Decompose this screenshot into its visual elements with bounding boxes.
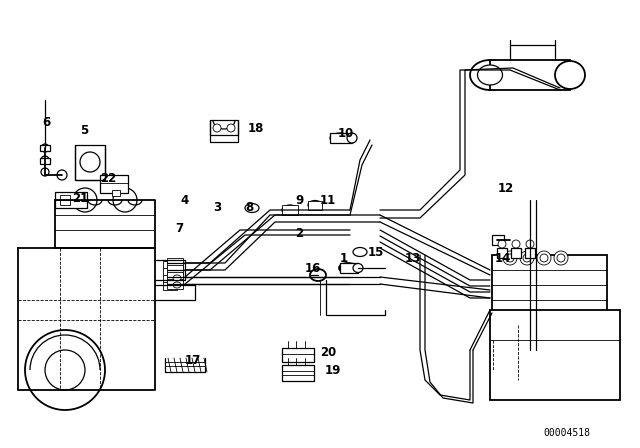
- Ellipse shape: [282, 205, 298, 215]
- Ellipse shape: [339, 263, 357, 273]
- Text: 00004518: 00004518: [543, 428, 590, 438]
- Text: 15: 15: [368, 246, 385, 258]
- Ellipse shape: [353, 247, 367, 257]
- Circle shape: [113, 188, 137, 212]
- Text: 10: 10: [338, 126, 355, 139]
- Circle shape: [25, 330, 105, 410]
- Ellipse shape: [347, 133, 357, 143]
- Ellipse shape: [515, 320, 595, 390]
- Bar: [210, 120, 238, 142]
- Bar: [308, 201, 322, 210]
- Ellipse shape: [477, 65, 502, 85]
- Text: 7: 7: [175, 221, 183, 234]
- Bar: [525, 248, 535, 258]
- Text: 13: 13: [405, 251, 421, 264]
- Bar: [55, 192, 87, 208]
- Text: 11: 11: [320, 194, 336, 207]
- Text: 18: 18: [248, 121, 264, 134]
- Text: 8: 8: [245, 201, 253, 214]
- Ellipse shape: [173, 275, 181, 281]
- Bar: [497, 248, 507, 258]
- Text: 17: 17: [185, 353, 201, 366]
- Bar: [490, 310, 620, 400]
- Bar: [163, 275, 177, 283]
- Circle shape: [57, 170, 67, 180]
- Text: 22: 22: [100, 172, 116, 185]
- Circle shape: [540, 254, 548, 262]
- Circle shape: [73, 188, 97, 212]
- Text: 6: 6: [42, 116, 51, 129]
- Circle shape: [213, 124, 221, 132]
- Circle shape: [45, 350, 85, 390]
- Bar: [492, 235, 504, 245]
- Circle shape: [498, 240, 506, 248]
- Text: 14: 14: [495, 251, 511, 264]
- Ellipse shape: [522, 326, 588, 384]
- Circle shape: [80, 152, 100, 172]
- Ellipse shape: [555, 61, 585, 89]
- Text: 21: 21: [72, 191, 88, 204]
- Circle shape: [526, 240, 534, 248]
- Circle shape: [41, 168, 49, 176]
- Bar: [163, 268, 177, 276]
- Bar: [330, 133, 352, 143]
- Text: 3: 3: [213, 201, 221, 214]
- Bar: [163, 261, 177, 269]
- Bar: [282, 365, 314, 381]
- Ellipse shape: [310, 269, 326, 281]
- Bar: [340, 263, 358, 273]
- Bar: [492, 255, 607, 320]
- Circle shape: [520, 251, 534, 265]
- Circle shape: [41, 144, 49, 152]
- Bar: [167, 272, 183, 282]
- Bar: [40, 158, 50, 164]
- Circle shape: [227, 124, 235, 132]
- Text: 1: 1: [340, 251, 348, 264]
- Circle shape: [512, 240, 520, 248]
- Text: 16: 16: [305, 262, 321, 275]
- Bar: [282, 205, 298, 215]
- Bar: [100, 175, 128, 193]
- Ellipse shape: [308, 201, 322, 210]
- Circle shape: [41, 156, 49, 164]
- Ellipse shape: [330, 133, 350, 143]
- Bar: [511, 248, 521, 258]
- Circle shape: [557, 254, 565, 262]
- Bar: [112, 190, 120, 196]
- Circle shape: [506, 254, 514, 262]
- Bar: [167, 258, 183, 268]
- Text: 9: 9: [295, 194, 303, 207]
- Bar: [490, 60, 570, 90]
- Text: 12: 12: [498, 181, 515, 194]
- Text: 20: 20: [320, 345, 336, 358]
- Circle shape: [537, 251, 551, 265]
- Circle shape: [523, 254, 531, 262]
- Ellipse shape: [353, 263, 363, 272]
- Bar: [167, 265, 183, 275]
- Text: 2: 2: [295, 227, 303, 240]
- Circle shape: [503, 251, 517, 265]
- Bar: [40, 145, 50, 151]
- Bar: [163, 282, 177, 290]
- Text: 19: 19: [325, 363, 341, 376]
- Text: 4: 4: [180, 194, 188, 207]
- Bar: [60, 195, 70, 205]
- Ellipse shape: [173, 282, 181, 288]
- Bar: [167, 279, 183, 289]
- Ellipse shape: [245, 203, 259, 212]
- Bar: [282, 348, 314, 362]
- Bar: [75, 145, 105, 180]
- Text: 5: 5: [80, 124, 88, 137]
- Ellipse shape: [505, 341, 535, 369]
- Circle shape: [554, 251, 568, 265]
- Ellipse shape: [470, 60, 510, 90]
